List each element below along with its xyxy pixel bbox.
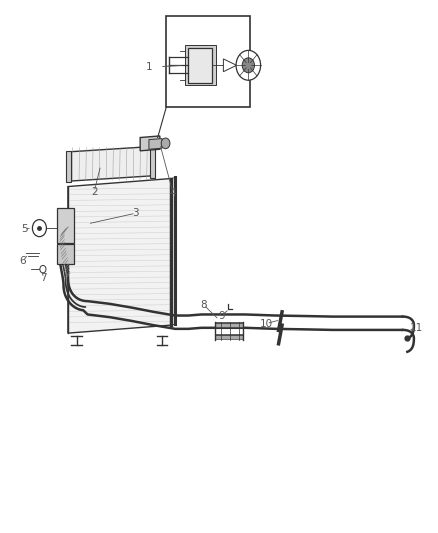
Text: 3: 3 (132, 208, 139, 218)
Bar (166, 16, 250, 107)
Bar (188, 48, 212, 83)
Text: 8: 8 (200, 300, 207, 310)
Circle shape (32, 220, 46, 237)
Bar (185, 45, 216, 85)
Polygon shape (68, 179, 171, 333)
Bar (57, 244, 74, 264)
Polygon shape (149, 139, 162, 149)
Bar (57, 208, 74, 243)
Bar (66, 151, 71, 182)
Text: 11: 11 (410, 323, 423, 333)
Text: 10: 10 (260, 319, 273, 328)
Text: 1: 1 (145, 62, 152, 71)
Polygon shape (68, 147, 151, 181)
Text: 4: 4 (170, 188, 177, 198)
Polygon shape (140, 136, 160, 151)
Text: 7: 7 (40, 273, 47, 283)
Text: 2: 2 (91, 187, 98, 197)
Circle shape (236, 51, 261, 80)
Text: 5: 5 (21, 224, 28, 234)
Text: 9: 9 (218, 311, 225, 320)
Text: 6: 6 (19, 256, 26, 266)
Bar (150, 147, 155, 178)
Polygon shape (223, 59, 237, 72)
Circle shape (40, 265, 46, 273)
Circle shape (161, 138, 170, 149)
Circle shape (242, 58, 254, 73)
